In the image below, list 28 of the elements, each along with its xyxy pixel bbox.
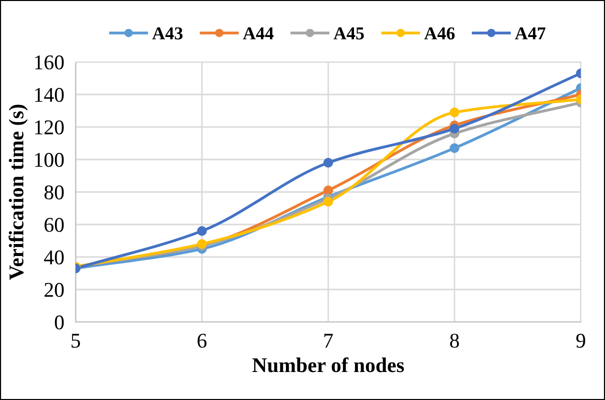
- y-tick-label: 160: [35, 55, 64, 70]
- y-tick-label: 100: [35, 152, 64, 167]
- y-tick-label: 20: [44, 282, 64, 297]
- point: [323, 158, 334, 168]
- legend-label: A47: [514, 27, 546, 40]
- x-axis-title: Number of nodes: [252, 357, 404, 372]
- point: [323, 186, 334, 196]
- x-tick-label: 5: [72, 334, 80, 348]
- legend-label: A45: [334, 27, 364, 40]
- y-tick-label: 0: [54, 315, 64, 330]
- legend-label: A46: [424, 27, 455, 40]
- y-tick-label: 40: [44, 250, 64, 264]
- point: [450, 108, 460, 118]
- legend-label: A44: [242, 27, 274, 40]
- point: [450, 124, 460, 134]
- point: [450, 143, 460, 153]
- y-axis-title: Verification time (s): [8, 104, 28, 280]
- y-tick-label: 140: [35, 88, 64, 102]
- point: [197, 226, 207, 236]
- x-tick-label: 7: [324, 334, 333, 348]
- x-tick-label: 9: [576, 334, 586, 348]
- y-tick-label: 60: [44, 218, 64, 232]
- x-tick-label: 6: [198, 334, 207, 348]
- y-tick-label: 80: [44, 185, 64, 200]
- legend-label: A43: [152, 27, 183, 40]
- y-tick-label: 120: [35, 120, 64, 134]
- x-tick-label: 8: [450, 334, 459, 348]
- point: [323, 196, 334, 207]
